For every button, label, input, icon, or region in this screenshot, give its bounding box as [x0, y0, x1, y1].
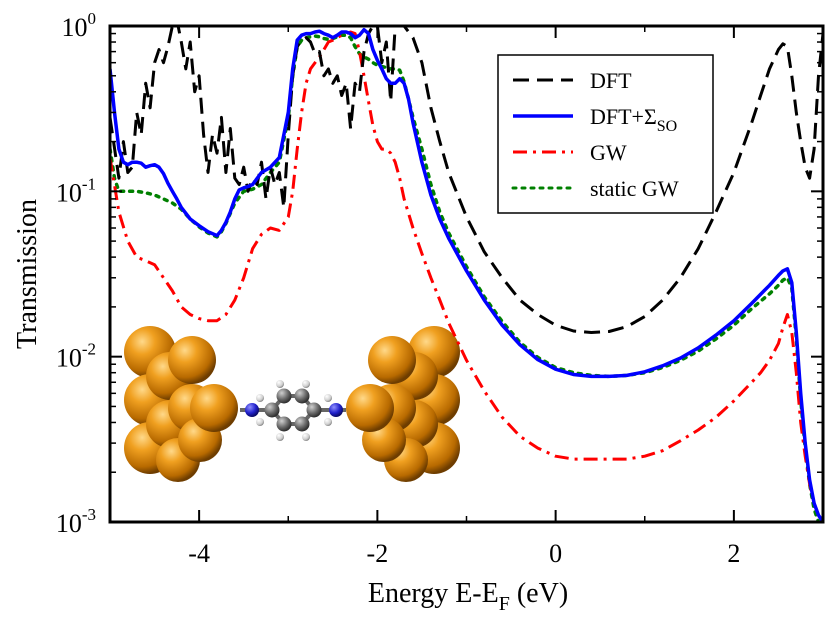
- carbon-atom: [276, 388, 292, 404]
- hydrogen-atom: [324, 418, 332, 426]
- y-tick-label: 100: [62, 9, 97, 42]
- series-line-dft-so: [110, 27, 823, 522]
- y-tick-label: 10-3: [56, 505, 96, 538]
- legend-label: DFT: [590, 68, 632, 93]
- y-tick-label: 10-2: [56, 340, 96, 373]
- y-axis-label: Transmission: [12, 199, 43, 349]
- x-tick-label: -4: [188, 539, 210, 568]
- nitrogen-atom: [329, 403, 343, 417]
- x-axis-label: Energy E-EF (eV): [368, 578, 568, 615]
- gold-atom: [168, 336, 216, 384]
- legend-label: static GW: [590, 176, 679, 201]
- carbon-atom: [294, 388, 310, 404]
- gold-atom: [346, 384, 394, 432]
- hydrogen-atom: [276, 433, 284, 441]
- series-line-gw: [110, 30, 823, 522]
- hydrogen-atom: [276, 380, 284, 388]
- hydrogen-atom: [256, 394, 264, 402]
- gold-atom: [190, 384, 238, 432]
- carbon-atom: [276, 416, 292, 432]
- molecule-inset: [124, 326, 460, 482]
- legend-label: GW: [590, 140, 627, 165]
- ticks-layer: -4 -2 0 2 100 10-1 10-2 10-3: [56, 9, 824, 568]
- nitrogen-atom: [245, 403, 259, 417]
- gold-atom: [368, 336, 416, 384]
- hydrogen-atom: [302, 380, 310, 388]
- x-tick-label: -2: [367, 539, 389, 568]
- hydrogen-atom: [324, 394, 332, 402]
- x-tick-label: 0: [549, 539, 562, 568]
- y-tick-label: 10-1: [56, 174, 96, 207]
- carbon-atom: [306, 402, 322, 418]
- legend: DFT DFT+ΣSO GW static GW: [497, 54, 714, 214]
- hydrogen-atom: [302, 433, 310, 441]
- hydrogen-atom: [256, 418, 264, 426]
- carbon-atom: [264, 402, 280, 418]
- series-line-dft: [110, 26, 823, 334]
- carbon-atom: [294, 416, 310, 432]
- x-tick-label: 2: [727, 539, 740, 568]
- plot-frame: [108, 24, 825, 524]
- legend-label: DFT+ΣSO: [590, 104, 677, 135]
- series-layer: [110, 26, 823, 522]
